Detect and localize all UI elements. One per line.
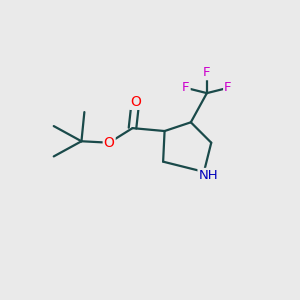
Text: F: F xyxy=(224,81,232,94)
Text: O: O xyxy=(130,95,141,109)
Text: NH: NH xyxy=(199,169,218,182)
Text: F: F xyxy=(182,81,190,94)
Text: O: O xyxy=(104,136,115,150)
Text: F: F xyxy=(203,66,211,79)
